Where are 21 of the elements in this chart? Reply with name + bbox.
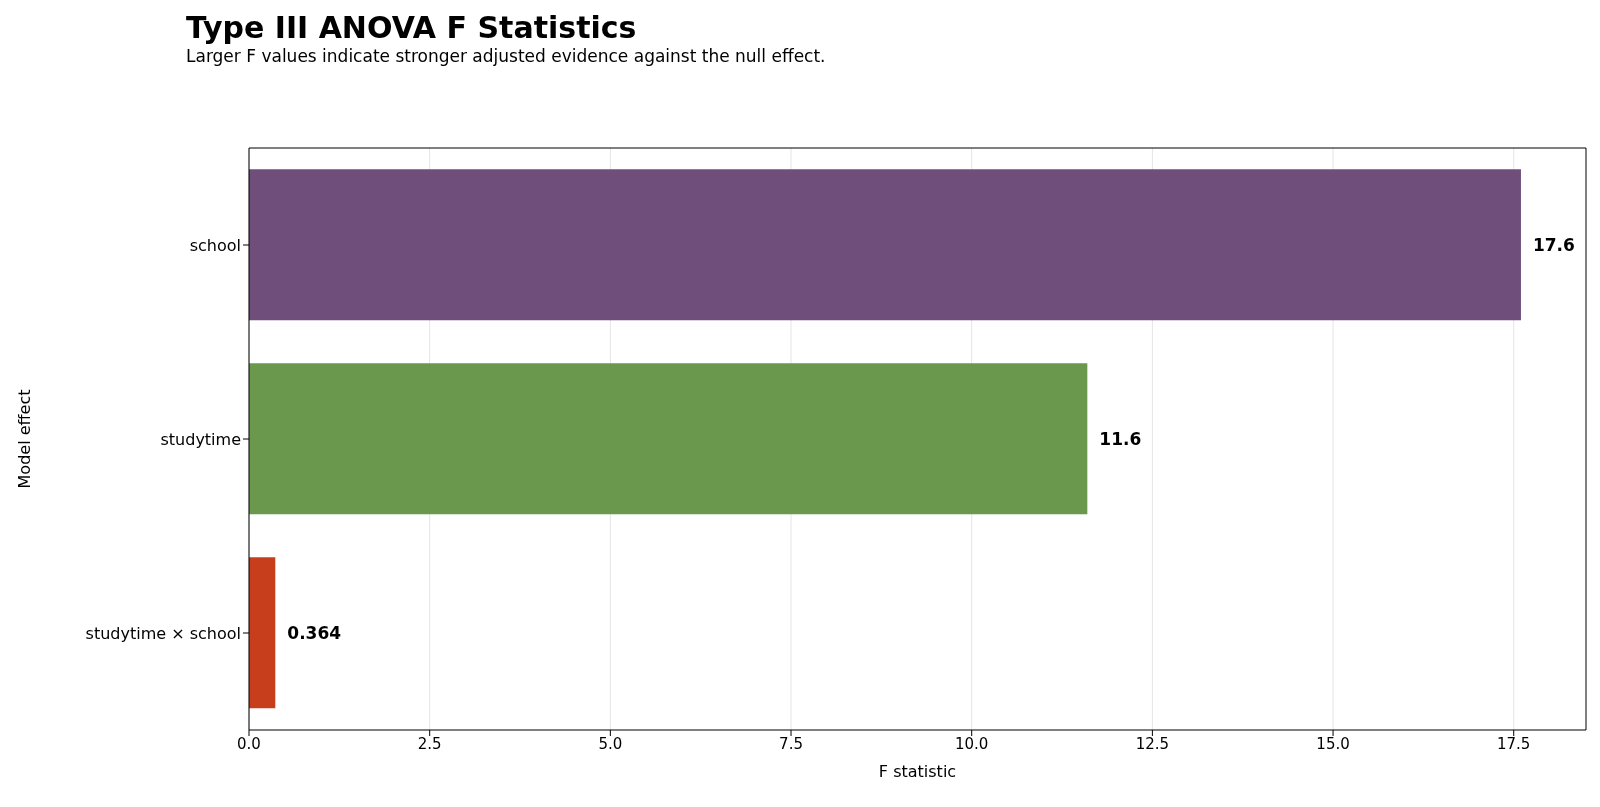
x-tick-label: 10.0 (955, 734, 989, 753)
chart-subtitle: Larger F values indicate stronger adjusted evidence against the null effect. (186, 46, 826, 66)
x-tick-label: 15.0 (1316, 734, 1350, 753)
y-axis-title: Model effect (14, 389, 34, 489)
x-tick-label: 5.0 (598, 734, 623, 753)
x-tick-label: 2.5 (417, 734, 442, 753)
chart-title: Type III ANOVA F Statistics (186, 10, 637, 45)
bar (249, 557, 276, 709)
x-tick-label: 7.5 (779, 734, 803, 753)
y-tick-label: school (189, 235, 241, 255)
y-tick-label: studytime × school (85, 623, 241, 643)
y-tick-label: studytime (160, 429, 241, 449)
bar (249, 169, 1521, 321)
x-tick-label: 0.0 (237, 734, 261, 753)
data-label: 17.6 (1532, 234, 1575, 255)
data-label: 0.364 (287, 622, 342, 643)
bar (249, 363, 1088, 515)
x-axis-title: F statistic (878, 762, 957, 781)
data-label: 11.6 (1099, 428, 1142, 449)
x-tick-label: 17.5 (1497, 734, 1531, 753)
x-tick-label: 12.5 (1135, 734, 1170, 753)
